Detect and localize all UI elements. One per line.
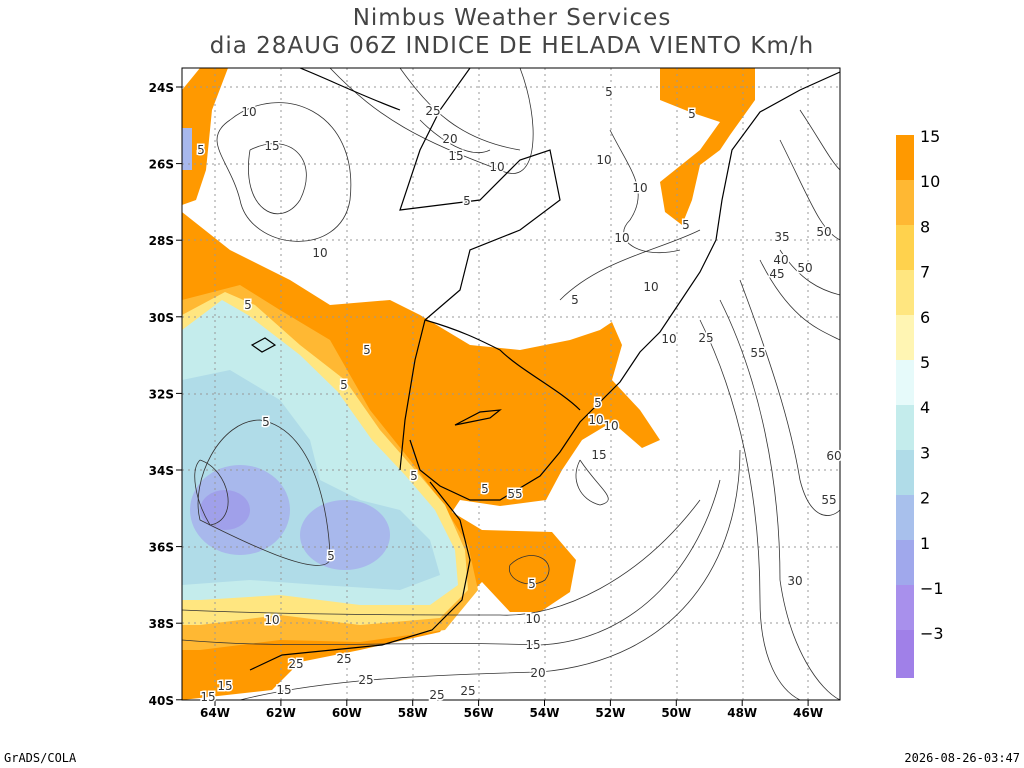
- plot-frame: [181, 67, 841, 701]
- contour-label: 5: [340, 378, 348, 392]
- contour-label: 35: [774, 230, 789, 244]
- contour-label: 25: [425, 104, 440, 118]
- contour-label: 5: [363, 343, 371, 357]
- contour-label: 25: [358, 673, 373, 687]
- contour-label: 5: [571, 293, 579, 307]
- contour-label: 55: [750, 346, 765, 360]
- footer-left: GrADS/COLA: [4, 751, 77, 765]
- colorbar-label: 8: [920, 217, 930, 236]
- contour-label: 10: [661, 332, 676, 346]
- contour-label: 10: [264, 613, 279, 627]
- colorbar-label: −1: [920, 579, 944, 598]
- lon-label: 48W: [727, 706, 757, 720]
- contour-label: 5: [197, 143, 205, 157]
- map-field: [182, 68, 840, 700]
- lon-label: 58W: [398, 706, 428, 720]
- contour-label: 20: [442, 132, 457, 146]
- lat-label: 36S: [149, 541, 174, 555]
- lon-label: 54W: [530, 706, 560, 720]
- contour-label: 5: [244, 298, 252, 312]
- lat-label: 40S: [149, 694, 174, 708]
- contour-label: 60: [826, 449, 841, 463]
- lat-label: 38S: [149, 617, 174, 631]
- colorbar-label: 4: [920, 398, 930, 417]
- colorbar-label: 5: [920, 353, 930, 372]
- colorbar-label: 15: [920, 127, 940, 146]
- contour-label: 20: [530, 666, 545, 680]
- contour-label: 15: [200, 690, 215, 704]
- contour-label: 15: [448, 149, 463, 163]
- lat-label: 26S: [149, 158, 174, 172]
- contour-label: 50: [816, 225, 831, 239]
- contour-label: 25: [460, 684, 475, 698]
- contour-label: 55: [507, 487, 522, 501]
- lon-label: 60W: [332, 706, 362, 720]
- contour-label: 25: [288, 657, 303, 671]
- lon-label: 52W: [595, 706, 625, 720]
- colorbar: [896, 135, 914, 678]
- contour-label: 55: [821, 493, 836, 507]
- lat-label: 28S: [149, 234, 174, 248]
- colorbar-label: −3: [920, 624, 944, 643]
- contour-label: 10: [614, 231, 629, 245]
- colorbar-label: 1: [920, 534, 930, 553]
- contour-label: 15: [525, 638, 540, 652]
- colorbar-label: 3: [920, 443, 930, 462]
- lat-label: 24S: [149, 81, 174, 95]
- lon-label: 50W: [661, 706, 691, 720]
- contour-label: 10: [241, 105, 256, 119]
- contour-label: 5: [481, 482, 489, 496]
- contour-label: 15: [276, 683, 291, 697]
- contour-label: 5: [688, 107, 696, 121]
- colorbar-label: 6: [920, 308, 930, 327]
- contour-label: 5: [528, 577, 536, 591]
- contour-label: 25: [698, 331, 713, 345]
- contour-label: 25: [429, 688, 444, 702]
- colorbar-label: 7: [920, 263, 930, 282]
- contour-label: 10: [596, 153, 611, 167]
- contour-label: 5: [262, 415, 270, 429]
- contour-label: 10: [588, 413, 603, 427]
- contour-label: 10: [632, 181, 647, 195]
- colorbar-label: 2: [920, 489, 930, 508]
- contour-label: 5: [605, 85, 613, 99]
- lon-label: 46W: [793, 706, 823, 720]
- contour-label: 15: [264, 139, 279, 153]
- contour-label: 10: [312, 246, 327, 260]
- contour-label: 10: [489, 160, 504, 174]
- contour-label: 5: [682, 218, 690, 232]
- lat-label: 30S: [149, 311, 174, 325]
- subtitle: dia 28AUG 06Z INDICE DE HELADA VIENTO Km…: [210, 33, 814, 59]
- lat-label: 32S: [149, 387, 174, 401]
- contour-label: 30: [787, 574, 802, 588]
- contour-label: 15: [217, 679, 232, 693]
- contour-label: 5: [594, 396, 602, 410]
- lon-label: 56W: [464, 706, 494, 720]
- colorbar-label: 10: [920, 172, 940, 191]
- title: Nimbus Weather Services: [353, 5, 672, 31]
- contour-label: 45: [769, 267, 784, 281]
- lon-label: 62W: [266, 706, 296, 720]
- contour-label: 5: [327, 549, 335, 563]
- contour-label: 5: [410, 469, 418, 483]
- contour-label: 5: [463, 194, 471, 208]
- contour-label: 10: [603, 419, 618, 433]
- contour-label: 25: [336, 652, 351, 666]
- lon-label: 64W: [200, 706, 230, 720]
- contour-label: 15: [591, 448, 606, 462]
- lat-label: 34S: [149, 464, 174, 478]
- footer-right: 2026-08-26-03:47: [904, 751, 1020, 765]
- contour-label: 10: [525, 612, 540, 626]
- contour-label: 50: [797, 261, 812, 275]
- contour-label: 40: [773, 253, 788, 267]
- contour-label: 10: [643, 280, 658, 294]
